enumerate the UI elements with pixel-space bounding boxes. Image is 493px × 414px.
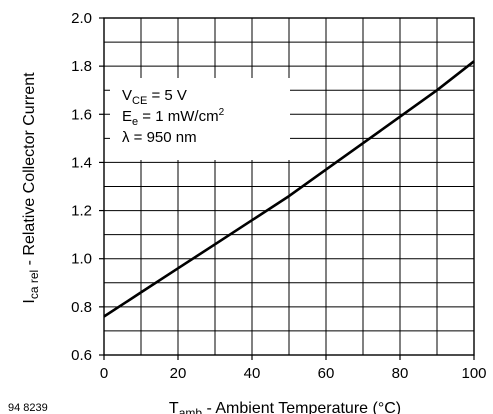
figure-id: 94 8239	[8, 402, 48, 414]
y-tick-label: 1.2	[71, 203, 92, 220]
y-tick-label: 0.8	[71, 299, 92, 316]
y-tick-label: 1.6	[71, 106, 92, 123]
x-tick-label: 20	[170, 365, 187, 382]
y-tick-label: 1.0	[71, 251, 92, 268]
y-axis-title: Ica rel - Relative Collector Current	[21, 72, 41, 304]
tick-labels: 0 20 40 60 80 100 0.6 0.8 1.0 1.2 1.4 1.6 1.8 2.0	[71, 10, 486, 382]
y-tick-label: 0.6	[71, 347, 92, 364]
x-tick-label: 100	[461, 365, 486, 382]
annotation-lambda: λ = 950 nm	[122, 129, 197, 146]
annotation-box	[110, 78, 290, 160]
y-tick-label: 1.4	[71, 154, 92, 171]
plot-frame	[103, 17, 475, 356]
x-tick-label: 80	[392, 365, 409, 382]
y-tick-label: 1.8	[71, 58, 92, 75]
series-line	[103, 60, 475, 318]
x-tick-label: 40	[244, 365, 261, 382]
x-tick-label: 0	[100, 365, 108, 382]
annotation-vce: VCE = 5 V	[122, 87, 187, 107]
grid	[103, 17, 475, 356]
x-tick-label: 60	[318, 365, 335, 382]
series-group	[103, 60, 475, 318]
annotation-ee: Ee = 1 mW/cm2	[122, 107, 225, 128]
y-tick-label: 2.0	[71, 10, 92, 27]
x-axis-title: Tamb - Ambient Temperature (°C)	[169, 400, 401, 414]
